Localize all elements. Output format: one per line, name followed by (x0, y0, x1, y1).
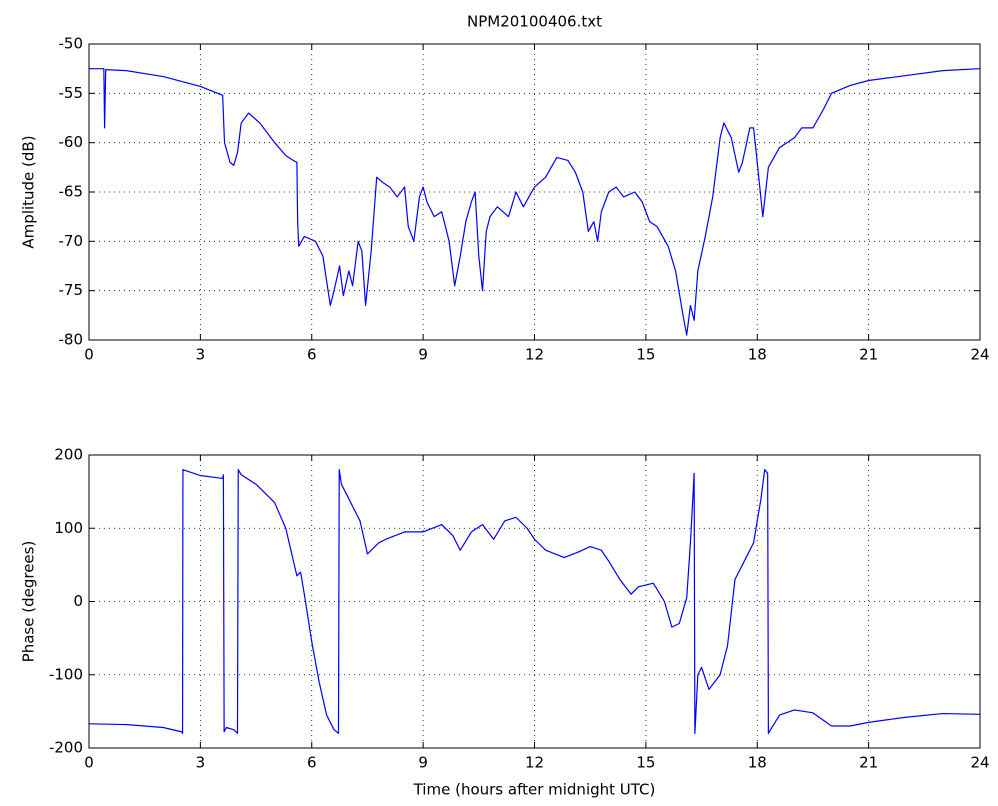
y-tick-label: -75 (59, 281, 84, 299)
y-tick-label: -200 (49, 739, 83, 757)
axes-frame (88, 454, 981, 749)
y-tick-label: -80 (59, 331, 84, 349)
x-tick-label: 6 (307, 346, 317, 364)
y-tick-label: -60 (59, 133, 84, 151)
x-tick-label: 0 (84, 346, 94, 364)
x-tick-label: 24 (970, 346, 989, 364)
x-tick-label: 24 (970, 754, 989, 772)
data-line (89, 68, 981, 336)
x-tick-label: 15 (636, 754, 655, 772)
y-tick-label: -50 (59, 35, 84, 53)
x-tick-label: 15 (636, 346, 655, 364)
x-tick-label: 9 (418, 754, 428, 772)
x-tick-label: 21 (859, 346, 878, 364)
x-tick-label: 3 (196, 754, 206, 772)
y-tick-label: 100 (54, 519, 83, 537)
x-tick-label: 12 (525, 346, 544, 364)
y-tick-label: 0 (73, 592, 83, 610)
y-tick-label: -70 (59, 232, 84, 250)
y-axis-label: Amplitude (dB) (20, 135, 38, 248)
axes-frame (88, 43, 981, 341)
y-tick-label: 200 (54, 446, 83, 464)
y-tick-label: -55 (59, 84, 84, 102)
y-tick-label: -65 (59, 183, 84, 201)
y-axis-label: Phase (degrees) (20, 541, 38, 663)
x-tick-label: 9 (418, 346, 428, 364)
x-axis-label: Time (hours after midnight UTC) (413, 781, 656, 799)
x-tick-label: 12 (525, 754, 544, 772)
x-tick-label: 18 (748, 346, 767, 364)
x-tick-label: 0 (84, 754, 94, 772)
data-line (88, 469, 981, 734)
y-tick-label: -100 (49, 665, 83, 683)
x-tick-label: 3 (196, 346, 206, 364)
x-tick-label: 18 (748, 754, 767, 772)
chart-title: NPM20100406.txt (467, 13, 602, 31)
x-tick-label: 21 (859, 754, 878, 772)
x-tick-label: 6 (307, 754, 317, 772)
